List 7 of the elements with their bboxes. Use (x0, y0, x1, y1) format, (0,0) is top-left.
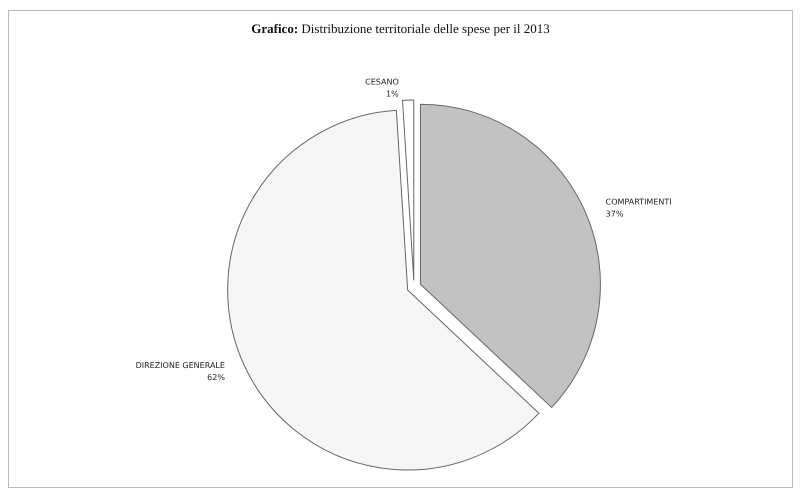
slice-label: CESANO (365, 78, 399, 87)
chart-title: Grafico: Distribuzione territoriale delle spese per il 2013 (251, 21, 550, 36)
data-label: 1% (386, 90, 400, 99)
data-label: 37% (606, 209, 624, 218)
slice-label: COMPARTIMENTI (606, 197, 672, 206)
data-label: 62% (207, 373, 226, 382)
slice-label: DIREZIONE GENERALE (136, 361, 225, 370)
